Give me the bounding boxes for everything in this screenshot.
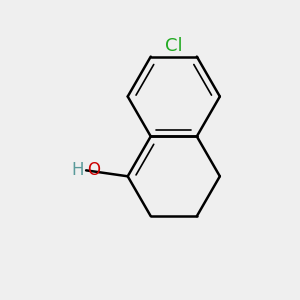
Text: Cl: Cl (165, 37, 183, 55)
Text: O: O (88, 161, 100, 179)
Text: H: H (71, 161, 84, 179)
